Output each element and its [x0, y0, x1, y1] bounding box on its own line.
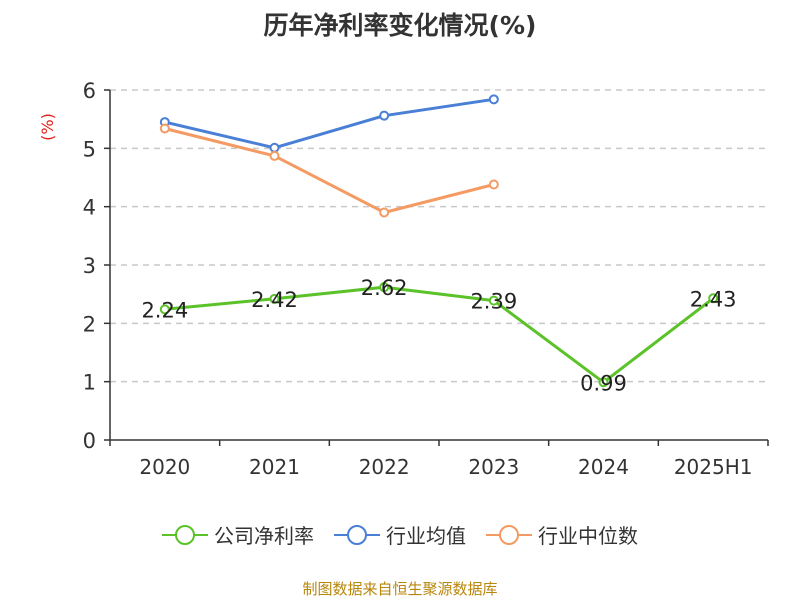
series-line	[164, 127, 495, 214]
data-label: 2.42	[251, 288, 298, 312]
legend-marker-company	[162, 524, 208, 545]
x-tick-label: 2021	[249, 455, 300, 479]
data-point	[379, 110, 390, 121]
legend-marker-industry-median	[486, 524, 532, 545]
chart-title: 历年净利率变化情况(%)	[263, 11, 537, 40]
x-tick-label: 2020	[139, 455, 190, 479]
data-label: 0.99	[580, 371, 627, 395]
data-point	[488, 295, 499, 306]
data-point	[708, 293, 719, 304]
legend-marker-industry-mean	[334, 524, 380, 545]
legend-label-company: 公司净利率	[214, 524, 314, 548]
data-label: 2.62	[361, 276, 408, 300]
x-tick-label: 2024	[578, 455, 629, 479]
data-point	[159, 123, 170, 134]
y-tick-label: 0	[83, 429, 96, 453]
data-label: 2.24	[141, 298, 188, 322]
y-tick-label: 3	[83, 254, 96, 278]
series-line	[164, 97, 495, 150]
data-point	[379, 282, 390, 293]
x-tick-label: 2023	[468, 455, 519, 479]
source-note: 制图数据来自恒生聚源数据库	[302, 580, 498, 598]
legend-item-company[interactable]: 公司净利率	[162, 520, 314, 549]
x-tick-label: 2025H1	[674, 455, 753, 479]
legend-label-industry-median: 行业中位数	[538, 524, 638, 548]
data-point	[159, 304, 170, 315]
legend-item-industry-mean[interactable]: 行业均值	[334, 520, 466, 549]
x-tick-label: 2022	[359, 455, 410, 479]
data-label: 2.43	[690, 287, 737, 311]
y-tick-label: 5	[83, 137, 96, 161]
legend: 公司净利率 行业均值 行业中位数	[0, 520, 800, 549]
y-tick-label: 1	[83, 371, 96, 395]
data-point	[488, 94, 499, 105]
y-tick-label: 2	[83, 312, 96, 336]
data-point	[379, 207, 390, 218]
y-tick-label: 6	[83, 79, 96, 103]
series-line	[164, 285, 715, 384]
data-point	[269, 150, 280, 161]
data-point	[598, 377, 609, 388]
y-tick-label: 4	[83, 196, 96, 220]
data-point	[269, 293, 280, 304]
legend-label-industry-mean: 行业均值	[386, 524, 466, 548]
y-axis-label: (%)	[38, 113, 57, 141]
data-point	[269, 142, 280, 153]
data-point	[488, 179, 499, 190]
data-label: 2.39	[470, 290, 517, 314]
legend-item-industry-median[interactable]: 行业中位数	[486, 520, 638, 549]
